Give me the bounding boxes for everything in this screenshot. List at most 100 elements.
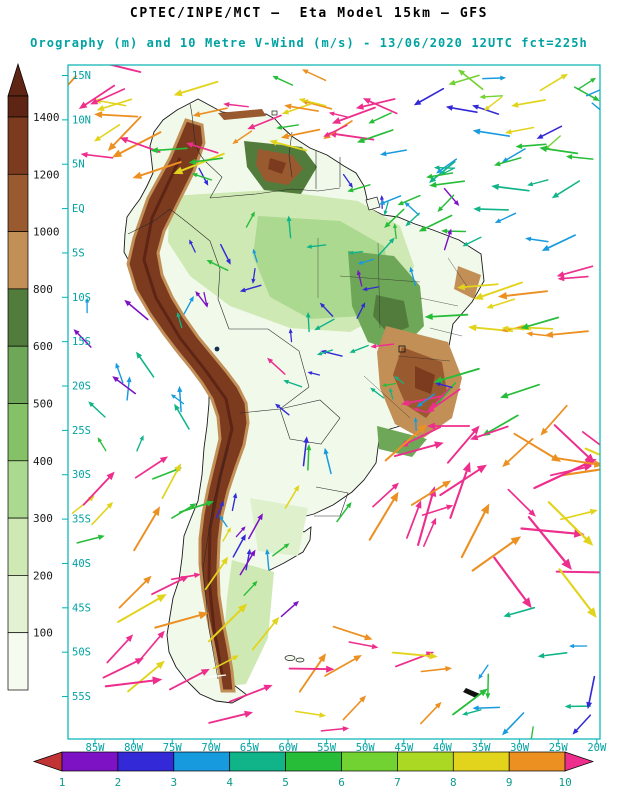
border-venezuela-guyana: [288, 131, 293, 178]
wind-arrow-head: [346, 502, 352, 509]
wind-arrow-shaft: [368, 100, 398, 115]
island-falkland-east: [295, 657, 305, 663]
wind-arrow-head: [433, 376, 443, 384]
colorbar-segment: [7, 288, 29, 347]
wind-arrow-shaft: [91, 506, 110, 526]
wind-arrow-shaft: [477, 106, 500, 115]
wind-arrow-shaft: [228, 103, 249, 108]
wind-arrow-head: [401, 399, 410, 407]
wind-arrow-head: [589, 508, 598, 515]
wind-arrow-shaft: [520, 527, 576, 535]
wind-arrow-head: [393, 223, 398, 229]
wind-arrow-shaft: [479, 208, 510, 211]
wind-arrow-shaft: [91, 404, 106, 418]
wind-arrow-head: [476, 464, 487, 474]
colorbar-segment: [7, 116, 29, 175]
wind-arrow-head: [527, 181, 534, 187]
wind-arrow-shaft: [306, 71, 327, 82]
wind-arrow-shaft: [451, 107, 478, 113]
wind-arrow-head: [106, 471, 115, 481]
wind-arrow-shaft: [505, 712, 525, 732]
orography-level-label: 1200: [33, 168, 60, 181]
chart-title: CPTEC/INPE/MCT — Eta Model 15km — GFS: [129, 6, 489, 21]
wind-arrow-shaft: [183, 300, 192, 315]
wind-arrow-head: [180, 575, 189, 583]
wind-arrow-shaft: [507, 327, 532, 331]
wind-arrow-shaft: [276, 77, 294, 86]
wind-arrow-head: [232, 655, 239, 661]
border-bolivia-brazil: [229, 328, 310, 388]
wind-arrow-shaft: [577, 79, 593, 91]
terrain-guiana-darkbrown: [268, 158, 286, 174]
wind-arrow-shaft: [239, 554, 253, 576]
wind-arrow-shaft: [510, 126, 535, 133]
colorbar-segment: [7, 632, 29, 691]
wind-arrow-head: [445, 666, 453, 672]
wind-arrow-shaft: [491, 298, 516, 307]
wind-arrow-shaft: [117, 597, 160, 623]
wind-arrow-head: [379, 195, 384, 200]
wind-arrow-head: [362, 98, 371, 105]
wind-arrow-head: [80, 152, 88, 158]
wind-arrow-shaft: [484, 95, 504, 98]
wind-arrow-head: [462, 461, 471, 473]
wind-zone-venezuela-coast: [150, 102, 350, 165]
wind-arrow-shaft: [402, 194, 421, 204]
wind-arrow-head: [486, 303, 494, 309]
wind-arrow-shaft: [194, 157, 224, 163]
orography-level-label: 300: [33, 512, 53, 525]
wind-arrow-shaft: [477, 706, 501, 709]
wind-arrow-head: [244, 710, 253, 718]
windspeed-level-label: 9: [506, 776, 513, 789]
wind-arrow-shaft: [82, 476, 110, 506]
colorbar-segment: [7, 173, 29, 232]
wind-arrow-head: [468, 324, 477, 332]
wind-arrow-shaft: [126, 381, 130, 401]
windspeed-level-label: 5: [282, 776, 289, 789]
wind-arrow-shaft: [210, 261, 229, 272]
wind-arrow-shaft: [431, 388, 461, 410]
wind-arrow-shaft: [460, 511, 486, 559]
lon-label: 50W: [356, 742, 376, 754]
wind-arrow-head: [195, 291, 201, 297]
wind-arrow-head: [590, 77, 597, 83]
terrain-brazil-highlands-darkbrown: [415, 366, 435, 394]
wind-arrow-head: [426, 173, 433, 179]
wind-arrow-head: [491, 183, 499, 191]
wind-arrow-shaft: [302, 441, 307, 467]
wind-arrow-head: [115, 362, 120, 369]
wind-arrow-shaft: [394, 227, 397, 240]
wind-arrow-head: [237, 603, 248, 613]
wind-arrow-shaft: [366, 286, 380, 290]
wind-arrow-head: [458, 69, 466, 76]
wind-arrow-shaft: [275, 141, 308, 152]
wind-arrow-shaft: [190, 242, 196, 253]
wind-arrow-shaft: [133, 513, 157, 552]
wind-arrow-shaft: [180, 152, 225, 172]
wind-arrow-head: [522, 597, 532, 609]
wind-arrow-head: [426, 405, 435, 413]
wind-arrow-shaft: [363, 129, 394, 141]
wind-arrow-head: [500, 75, 507, 81]
wind-arrow-head: [132, 171, 143, 179]
wind-arrow-shaft: [585, 89, 600, 97]
border-north-brazil: [209, 187, 341, 199]
wind-arrow-shaft: [440, 194, 455, 209]
wind-arrow-head: [226, 258, 231, 265]
lat-label: 25S: [72, 425, 91, 437]
wind-arrow-shaft: [281, 124, 299, 129]
wind-arrow-shaft: [373, 390, 385, 399]
lat-label: 5N: [72, 159, 85, 171]
wind-arrow-shaft: [307, 449, 310, 471]
lat-label: 10S: [72, 292, 91, 304]
wind-arrow-shaft: [391, 651, 431, 657]
wind-arrow-shaft: [118, 580, 147, 609]
wind-arrow-head: [96, 105, 105, 111]
wind-arrow-shaft: [109, 65, 142, 73]
wind-zone-southern-cone: [215, 436, 352, 618]
wind-arrow-shaft: [311, 372, 321, 376]
wind-arrow-shaft: [327, 124, 348, 135]
wind-arrow-head: [540, 427, 548, 436]
wind-arrow-head: [186, 142, 194, 148]
